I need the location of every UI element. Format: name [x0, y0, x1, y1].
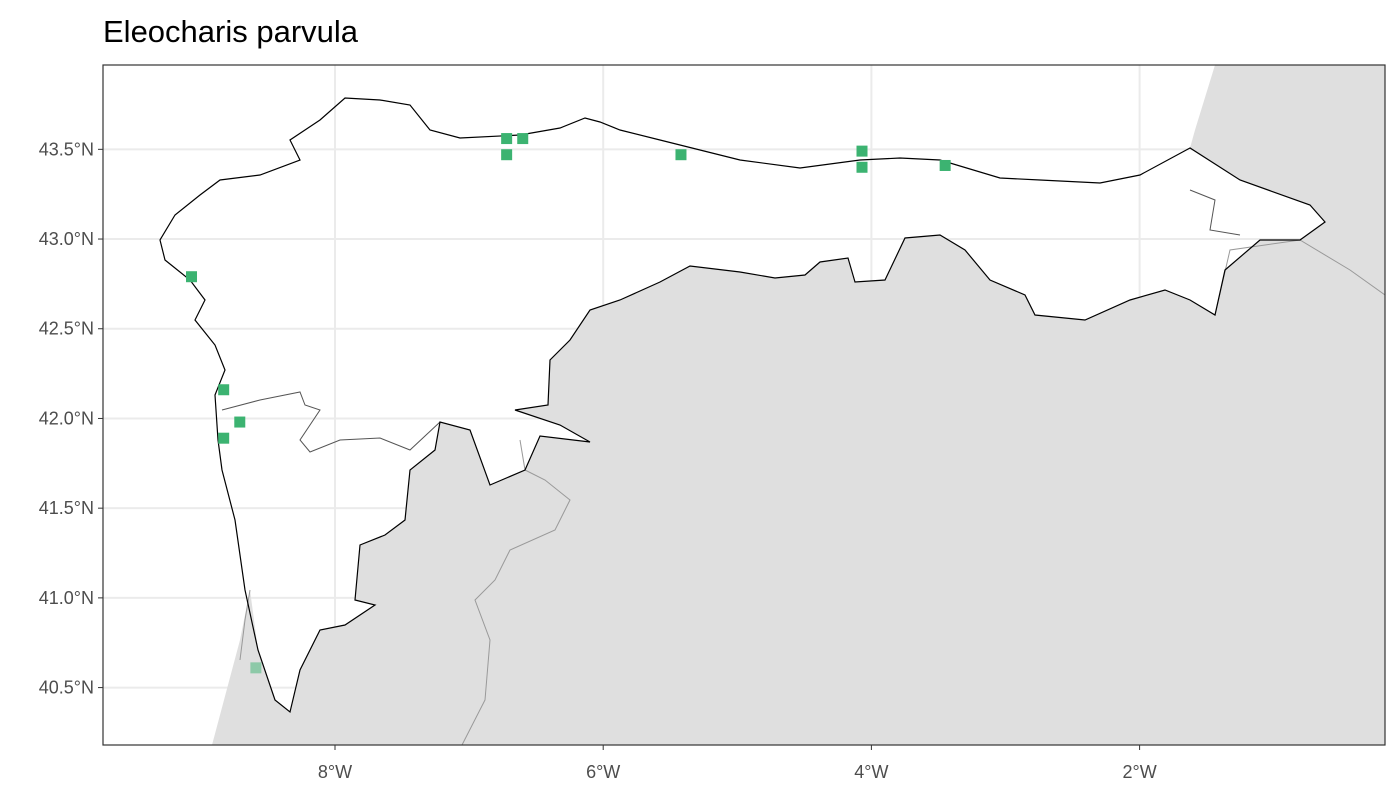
occurrence-points: [186, 133, 951, 674]
galicia-border-line: [221, 189, 1241, 453]
panel-border: [102, 64, 1386, 746]
occurrence-point: [517, 133, 529, 145]
occurrence-point: [218, 432, 230, 444]
y-tick-label: 40.5°N: [39, 678, 94, 698]
occurrence-point: [234, 416, 246, 428]
occurrence-point: [675, 149, 687, 161]
x-tick-label: 2°W: [1122, 762, 1156, 782]
x-tick-label: 6°W: [586, 762, 620, 782]
occurrence-point: [501, 149, 513, 161]
y-tick-label: 43.5°N: [39, 139, 94, 159]
plot-title: Eleocharis parvula: [103, 14, 359, 49]
occurrence-point: [939, 159, 951, 171]
y-tick-label: 42.5°N: [39, 319, 94, 339]
occurrence-point: [501, 133, 513, 145]
occurrence-point: [186, 271, 198, 283]
x-tick-label: 4°W: [854, 762, 888, 782]
occurrence-point: [856, 161, 868, 173]
study-area-outline: [159, 97, 1326, 714]
x-tick-label: 8°W: [318, 762, 352, 782]
outside-land-area: [212, 65, 1385, 745]
y-tick-label: 41.0°N: [39, 588, 94, 608]
occurrence-point: [856, 145, 868, 157]
occurrence-point: [250, 662, 262, 674]
regional-border-lines: [239, 239, 1385, 745]
y-tick-label: 41.5°N: [39, 498, 94, 518]
y-tick-label: 42.0°N: [39, 408, 94, 428]
occurrence-point: [218, 384, 230, 396]
y-tick-label: 43.0°N: [39, 229, 94, 249]
